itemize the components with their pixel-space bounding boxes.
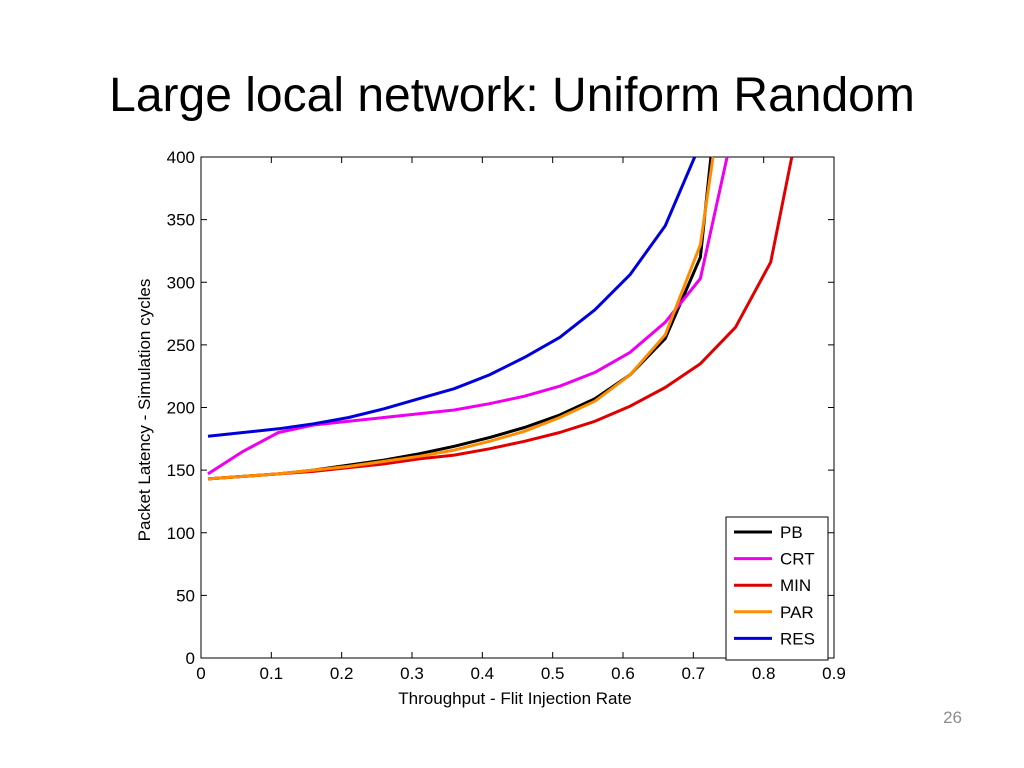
x-axis: 0 0.1 0.2 0.3 0.4 0.5 0.6 0.7 0.8 0.9 — [196, 157, 846, 683]
y-tick-label: 400 — [167, 148, 195, 167]
slide-title: Large local network: Uniform Random — [109, 69, 915, 122]
x-tick-label: 0 — [196, 664, 205, 683]
y-tick-label: 200 — [167, 399, 195, 418]
x-tick-label: 0.5 — [541, 664, 565, 683]
series-line-res — [207, 156, 697, 438]
legend-label-min: MIN — [780, 576, 811, 595]
legend-label-crt: CRT — [780, 550, 815, 569]
y-tick-label: 150 — [167, 461, 195, 480]
x-tick-label: 0.9 — [822, 664, 846, 683]
legend-label-pb: PB — [780, 523, 803, 542]
y-tick-label: 100 — [167, 524, 195, 543]
y-tick-label: 0 — [186, 649, 195, 668]
x-tick-label: 0.8 — [752, 664, 776, 683]
x-tick-label: 0.4 — [471, 664, 495, 683]
x-tick-label: 0.6 — [611, 664, 635, 683]
legend-label-par: PAR — [780, 603, 814, 622]
legend: PB CRT MIN PAR RES — [725, 516, 829, 661]
legend-label-res: RES — [780, 629, 815, 648]
y-axis-label: Packet Latency - Simulation cycles — [135, 279, 154, 542]
y-tick-label: 250 — [167, 336, 195, 355]
x-tick-label: 0.1 — [260, 664, 284, 683]
series-line-crt — [207, 156, 729, 476]
x-axis-label: Throughput - Flit Injection Rate — [398, 689, 631, 708]
y-tick-label: 50 — [176, 586, 195, 605]
y-tick-label: 300 — [167, 273, 195, 292]
series-line-min — [207, 156, 794, 481]
x-tick-label: 0.3 — [400, 664, 424, 683]
series-line-par — [207, 156, 715, 481]
x-tick-label: 0.7 — [682, 664, 706, 683]
x-tick-label: 0.2 — [330, 664, 354, 683]
legend-box — [725, 516, 829, 661]
page-number: 26 — [943, 708, 962, 727]
series-layer — [207, 156, 794, 481]
y-tick-label: 350 — [167, 211, 195, 230]
y-axis: 0 50 100 150 200 250 300 350 400 — [167, 148, 834, 668]
